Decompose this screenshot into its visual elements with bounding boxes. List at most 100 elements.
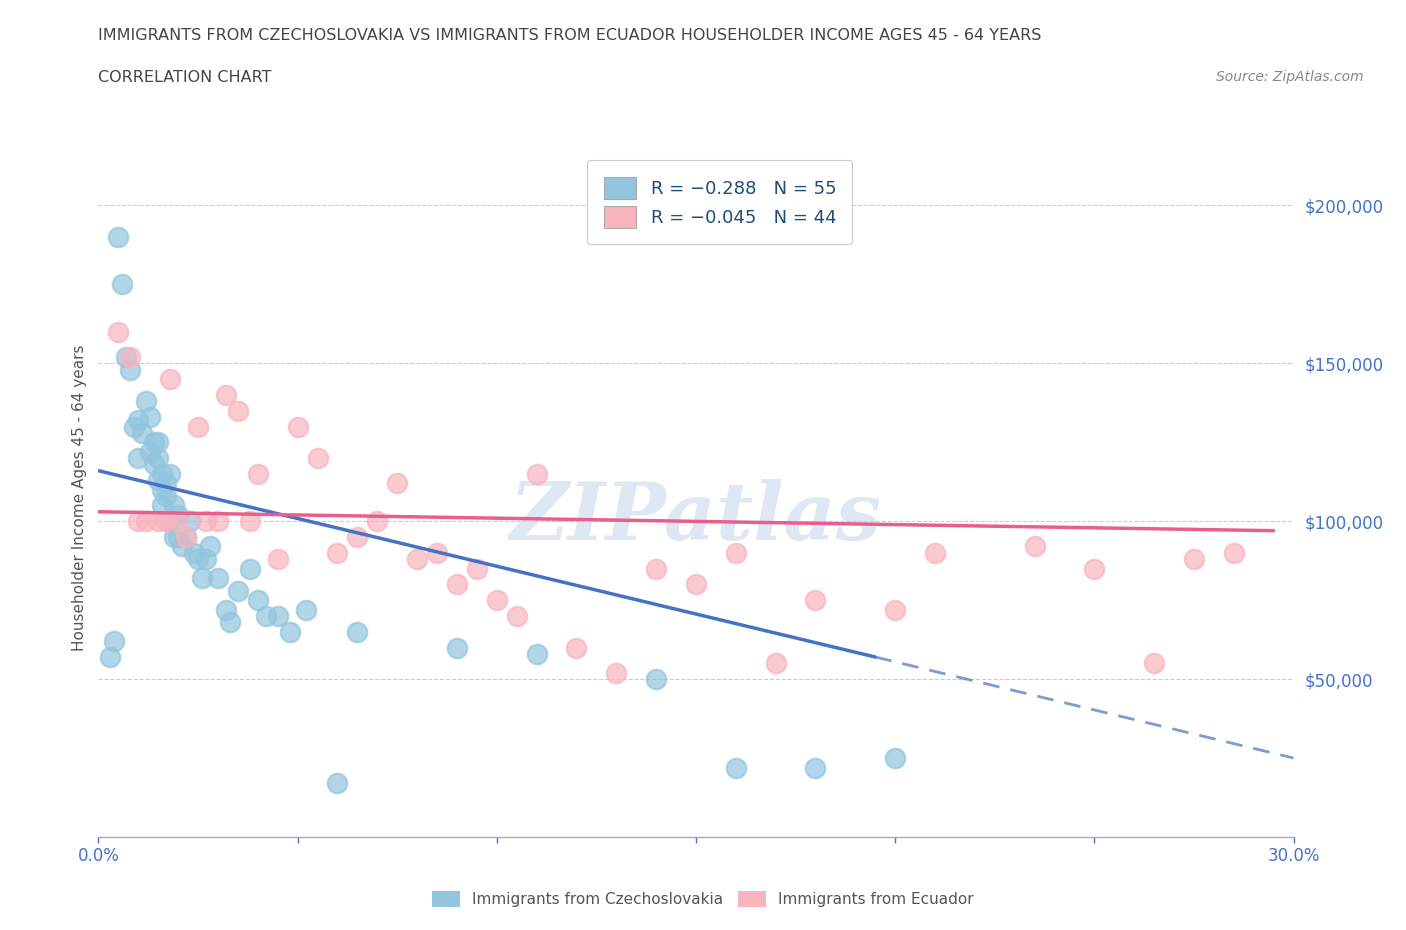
- Y-axis label: Householder Income Ages 45 - 64 years: Householder Income Ages 45 - 64 years: [72, 344, 87, 651]
- Point: [150, 498, 173, 512]
- Point: [294, 603, 316, 618]
- Point: [135, 393, 157, 408]
- Point: [254, 608, 277, 623]
- Point: [124, 419, 146, 434]
- Point: [148, 451, 170, 466]
- Point: [207, 571, 229, 586]
- Point: [163, 498, 186, 512]
- Point: [215, 603, 238, 618]
- Point: [135, 513, 157, 528]
- Point: [98, 649, 122, 664]
- Point: [287, 419, 309, 434]
- Point: [526, 646, 548, 661]
- Point: [187, 419, 209, 434]
- Point: [226, 583, 249, 598]
- Text: IMMIGRANTS FROM CZECHOSLOVAKIA VS IMMIGRANTS FROM ECUADOR HOUSEHOLDER INCOME AGE: IMMIGRANTS FROM CZECHOSLOVAKIA VS IMMIGR…: [98, 28, 1042, 43]
- Point: [148, 472, 170, 487]
- Point: [150, 467, 173, 482]
- Point: [120, 350, 142, 365]
- Point: [406, 551, 429, 566]
- Point: [924, 545, 946, 560]
- Point: [148, 513, 170, 528]
- Point: [167, 508, 190, 523]
- Point: [187, 551, 209, 566]
- Point: [167, 513, 190, 528]
- Point: [246, 592, 269, 607]
- Point: [346, 529, 368, 544]
- Point: [183, 545, 205, 560]
- Point: [143, 435, 166, 450]
- Point: [155, 488, 177, 503]
- Point: [148, 435, 170, 450]
- Point: [804, 760, 827, 775]
- Point: [804, 592, 827, 607]
- Point: [1083, 561, 1105, 576]
- Point: [884, 751, 907, 765]
- Point: [1024, 539, 1046, 554]
- Point: [1182, 551, 1205, 566]
- Point: [198, 539, 221, 554]
- Point: [107, 230, 129, 245]
- Point: [1222, 545, 1246, 560]
- Point: [143, 457, 166, 472]
- Point: [645, 561, 668, 576]
- Point: [366, 513, 388, 528]
- Point: [155, 476, 177, 491]
- Point: [139, 445, 162, 459]
- Point: [159, 372, 181, 387]
- Point: [346, 624, 368, 639]
- Point: [307, 451, 329, 466]
- Point: [127, 451, 149, 466]
- Point: [167, 529, 190, 544]
- Point: [226, 404, 249, 418]
- Point: [174, 529, 197, 544]
- Point: [465, 561, 488, 576]
- Point: [526, 467, 548, 482]
- Point: [267, 551, 290, 566]
- Point: [103, 633, 125, 648]
- Point: [426, 545, 449, 560]
- Point: [724, 545, 747, 560]
- Point: [194, 551, 218, 566]
- Point: [724, 760, 747, 775]
- Point: [174, 529, 197, 544]
- Text: ZIPatlas: ZIPatlas: [510, 479, 882, 557]
- Point: [194, 513, 218, 528]
- Point: [159, 467, 181, 482]
- Point: [139, 409, 162, 424]
- Point: [172, 539, 194, 554]
- Point: [605, 665, 627, 680]
- Point: [239, 513, 262, 528]
- Point: [150, 483, 173, 498]
- Point: [385, 476, 409, 491]
- Text: Source: ZipAtlas.com: Source: ZipAtlas.com: [1216, 70, 1364, 84]
- Legend: R = −0.288   N = 55, R = −0.045   N = 44: R = −0.288 N = 55, R = −0.045 N = 44: [588, 160, 852, 244]
- Point: [131, 425, 153, 440]
- Point: [207, 513, 229, 528]
- Point: [115, 350, 138, 365]
- Point: [239, 561, 262, 576]
- Point: [884, 603, 907, 618]
- Point: [191, 571, 214, 586]
- Point: [446, 577, 468, 591]
- Point: [215, 388, 238, 403]
- Point: [179, 513, 201, 528]
- Point: [111, 277, 134, 292]
- Point: [506, 608, 529, 623]
- Point: [565, 640, 588, 655]
- Point: [326, 776, 349, 790]
- Point: [107, 325, 129, 339]
- Point: [219, 615, 242, 630]
- Point: [1143, 656, 1166, 671]
- Point: [155, 513, 177, 528]
- Point: [645, 671, 668, 686]
- Point: [765, 656, 787, 671]
- Point: [326, 545, 349, 560]
- Point: [127, 513, 149, 528]
- Point: [267, 608, 290, 623]
- Point: [159, 513, 181, 528]
- Point: [278, 624, 301, 639]
- Text: CORRELATION CHART: CORRELATION CHART: [98, 70, 271, 85]
- Point: [485, 592, 508, 607]
- Legend: Immigrants from Czechoslovakia, Immigrants from Ecuador: Immigrants from Czechoslovakia, Immigran…: [426, 884, 980, 913]
